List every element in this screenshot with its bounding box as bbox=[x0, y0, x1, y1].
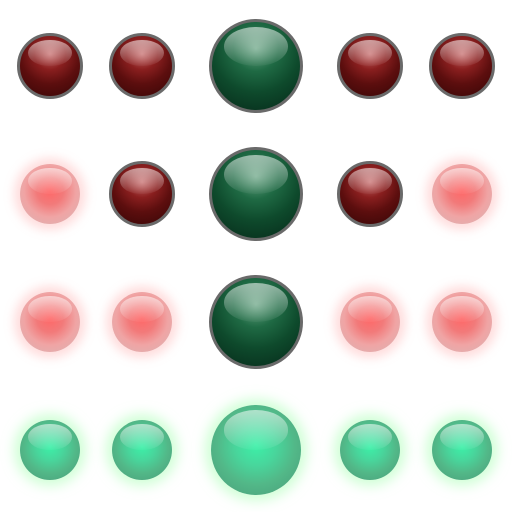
indicator-light-r2-c4 bbox=[337, 161, 403, 227]
indicator-light-r1-c5 bbox=[429, 33, 495, 99]
indicator-light-r1-c3 bbox=[209, 19, 303, 113]
indicator-light-r2-c5 bbox=[432, 164, 492, 224]
indicator-light-r3-c3 bbox=[209, 275, 303, 369]
indicator-light-r2-c2 bbox=[109, 161, 175, 227]
indicator-light-r4-c4 bbox=[340, 420, 400, 480]
indicator-light-r4-c3 bbox=[211, 405, 301, 495]
indicator-light-r3-c4 bbox=[340, 292, 400, 352]
indicator-light-r1-c2 bbox=[109, 33, 175, 99]
indicator-light-r1-c4 bbox=[337, 33, 403, 99]
indicator-light-r2-c1 bbox=[20, 164, 80, 224]
indicator-light-r1-c1 bbox=[17, 33, 83, 99]
indicator-light-r2-c3 bbox=[209, 147, 303, 241]
indicator-light-r4-c2 bbox=[112, 420, 172, 480]
indicator-light-r3-c1 bbox=[20, 292, 80, 352]
indicator-light-r4-c5 bbox=[432, 420, 492, 480]
indicator-light-r3-c2 bbox=[112, 292, 172, 352]
indicator-light-r4-c1 bbox=[20, 420, 80, 480]
indicator-light-r3-c5 bbox=[432, 292, 492, 352]
